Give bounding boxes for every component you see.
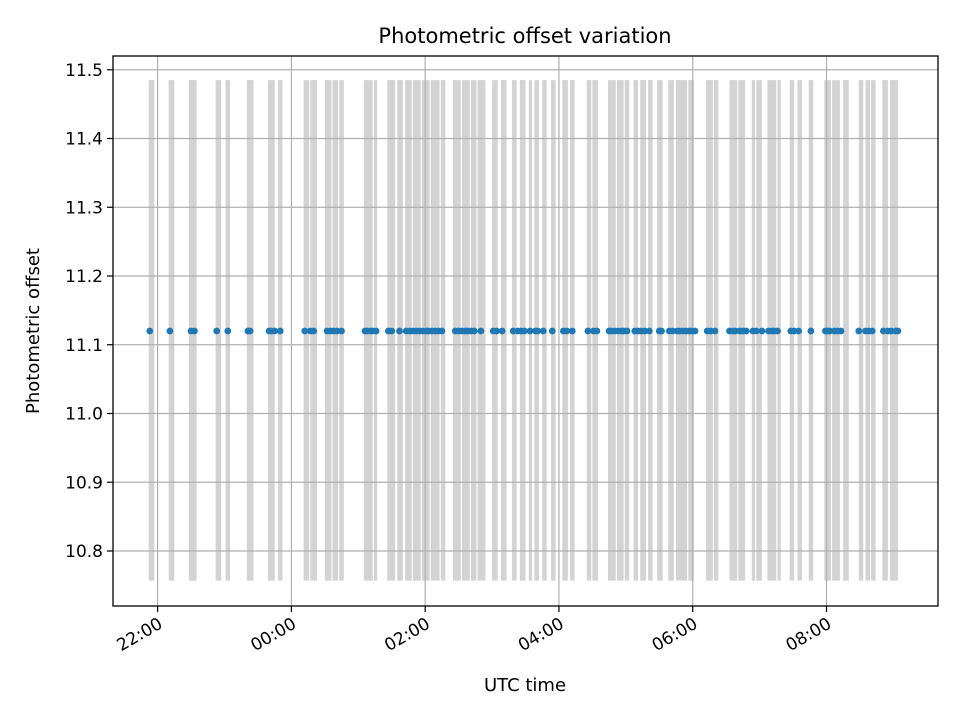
data-point [711,327,719,335]
data-point [758,327,766,335]
data-point [868,327,876,335]
data-point [310,327,318,335]
data-point [301,327,309,335]
data-point [388,327,396,335]
data-point [477,327,485,335]
data-point [498,327,506,335]
data-point [807,327,815,335]
data-point [539,327,547,335]
grid-lines [113,56,938,606]
y-tick-label: 11.2 [65,267,103,287]
data-point [526,327,534,335]
chart-title: Photometric offset variation [378,24,671,48]
data-point [146,327,154,335]
y-axis-ticks: 10.8 10.9 11.0 11.1 11.2 11.3 11.4 11.5 [65,61,113,562]
data-point [658,327,665,335]
data-point [191,327,198,335]
data-point [691,327,699,335]
data-point [338,327,345,335]
data-point [752,327,760,335]
data-point [276,327,284,335]
data-point [837,327,845,335]
observation-band [843,80,849,581]
y-tick-label: 11.3 [65,198,103,218]
y-tick-label: 11.4 [65,130,103,150]
data-point [584,327,592,335]
data-point [271,327,279,335]
y-axis-label: Photometric offset [23,248,44,414]
data-point [894,327,902,335]
y-tick-label: 11.5 [65,61,103,81]
data-point [470,327,478,335]
data-point [563,327,571,335]
data-point [742,327,750,335]
data-point [534,327,542,335]
data-point [213,327,221,335]
data-points [146,327,902,335]
y-tick-label: 10.8 [65,542,103,562]
y-tick-label: 11.0 [65,405,103,425]
data-point [774,327,781,335]
y-tick-label: 11.1 [65,336,103,356]
data-point [593,327,601,335]
data-point [166,327,174,335]
data-point [438,327,446,335]
plot-frame [112,55,939,607]
data-point [224,327,232,335]
data-point [623,327,631,335]
y-tick-label: 10.9 [65,473,103,493]
data-point [372,327,380,335]
data-point [548,327,556,335]
data-point [246,327,254,335]
data-point [645,327,653,335]
data-point [493,327,500,335]
x-axis-label: UTC time [484,675,566,696]
data-point [396,327,403,335]
data-point [855,327,863,335]
data-point [521,327,528,335]
data-point [795,327,802,335]
data-point [568,327,576,335]
